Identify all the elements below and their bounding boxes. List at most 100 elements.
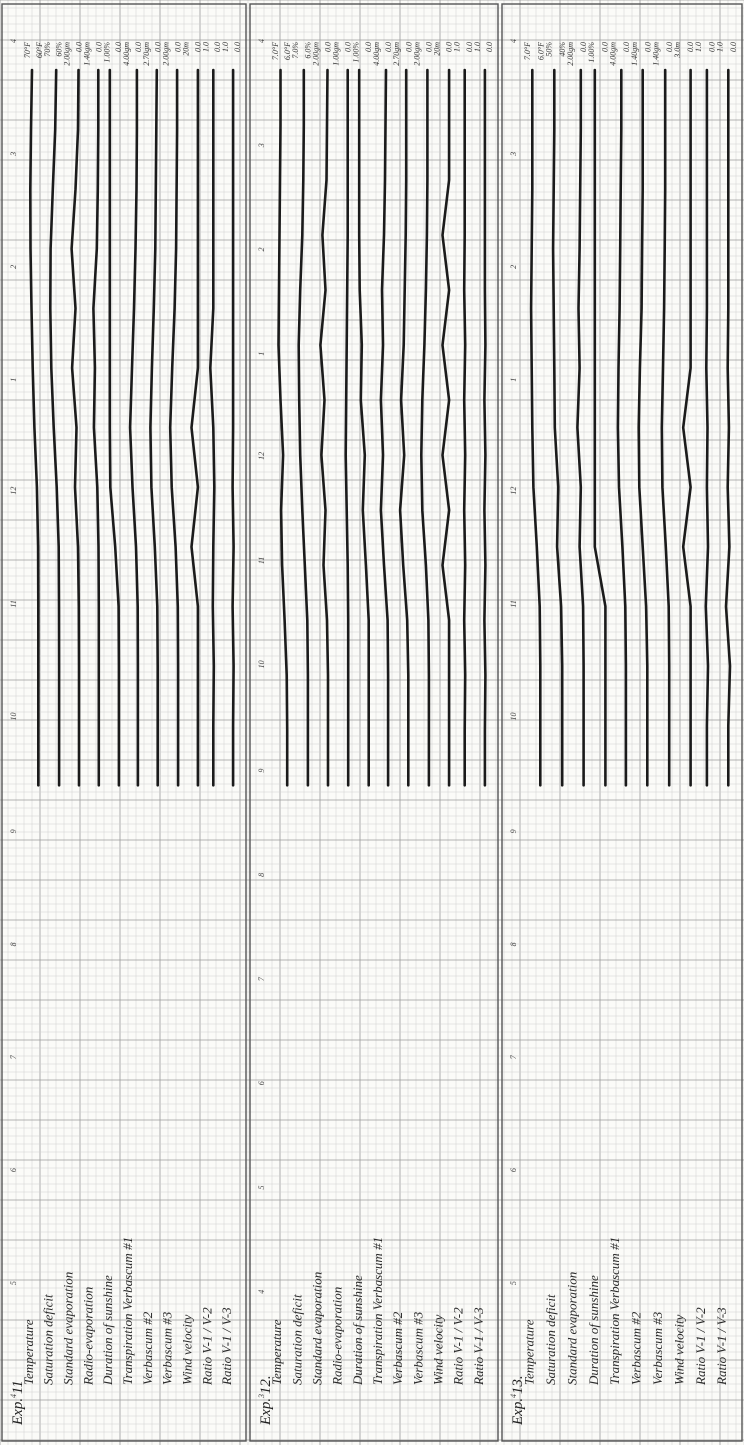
- time-tick-label: 5: [257, 1186, 266, 1190]
- time-tick-label: 12: [9, 487, 18, 495]
- series-label: Verbascum #2: [140, 1311, 155, 1385]
- time-tick-label: 10: [9, 713, 18, 721]
- series-label: Standard evaporation: [61, 1272, 76, 1385]
- time-tick-label: 11: [509, 600, 518, 607]
- time-tick-label: 3: [257, 1394, 266, 1399]
- time-tick-label: 2: [509, 265, 518, 269]
- series-trace: [398, 68, 410, 787]
- scale-bottom-label: 6.0°F: [283, 42, 292, 60]
- series-row: Radio-evaporation 1.00gm 0.0: [330, 42, 353, 1386]
- series-row: Verbascum #2 2.70gm 0.0: [140, 42, 163, 1385]
- scale-top-label: 2.00gm: [311, 42, 320, 66]
- time-tick-label: 4: [257, 1290, 266, 1294]
- time-tick-label: 6: [257, 1081, 266, 1085]
- scale-top-label: 50%: [544, 42, 553, 57]
- series-trace: [704, 68, 710, 787]
- scale-bottom-label: 0.0: [579, 42, 588, 52]
- scale-top-label: 1.0: [473, 42, 482, 52]
- time-tick-label: 5: [509, 1281, 518, 1285]
- scale-top-label: 1.0: [716, 42, 725, 52]
- time-tick-label: 12: [509, 487, 518, 495]
- time-tick-label: 9: [9, 829, 18, 833]
- series-trace: [637, 68, 649, 787]
- panel-exp-13: Exp. 13.4567891011121234Temperature7.0°F…: [501, 3, 743, 1442]
- time-tick-label: 4: [509, 1394, 518, 1398]
- scale-top-label: 4.00gm: [122, 42, 131, 66]
- time-tick-label: 6: [9, 1168, 18, 1172]
- scale-top-label: 1.40gm: [630, 42, 639, 66]
- series-row: Verbascum #3 2.00gm 0.0: [160, 42, 183, 1385]
- time-tick-label: 1: [9, 378, 18, 382]
- series-label: Ratio V-1 / V-2: [199, 1307, 214, 1386]
- time-tick-label: 6: [509, 1168, 518, 1172]
- scale-top-label: 70%: [43, 42, 52, 57]
- scale-top-label: 2.00gm: [162, 42, 171, 66]
- series-row: Saturation deficit 7.0% 6.0%: [289, 42, 312, 1385]
- time-tick-label: 10: [509, 713, 518, 721]
- series-trace: [420, 68, 431, 787]
- scale-top-label: 1.40gm: [651, 42, 660, 66]
- scale-bottom-label: 60°F: [35, 42, 44, 58]
- series-label: Temperature: [21, 1319, 36, 1385]
- scale-top-label: 20m: [432, 42, 441, 56]
- series-trace: [128, 68, 140, 787]
- series-row: Saturation deficit 50% 40%: [543, 42, 567, 1385]
- series-row: Wind velocity 3.0m 0.0: [671, 42, 695, 1385]
- panel-title: Exp. 13.: [510, 1375, 526, 1426]
- scale-top-label: 1.0: [453, 42, 462, 52]
- time-tick-label: 11: [9, 600, 18, 607]
- scale-bottom-label: 0.0: [643, 42, 652, 52]
- scale-bottom-label: 0.0: [154, 42, 163, 52]
- scale-bottom-label: 0.0: [485, 42, 494, 52]
- time-tick-label: 3: [509, 152, 518, 157]
- series-label: Transpiration Verbascum #1: [370, 1237, 385, 1385]
- scale-bottom-label: 0.0: [708, 42, 717, 52]
- time-tick-label: 2: [9, 265, 18, 269]
- series-trace: [319, 68, 330, 787]
- scale-bottom-label: 40%: [558, 42, 567, 57]
- series-trace: [168, 68, 180, 787]
- time-tick-label: 1: [509, 378, 518, 382]
- series-trace: [660, 68, 671, 787]
- series-trace: [344, 68, 350, 787]
- series-label: Temperature: [269, 1319, 284, 1385]
- series-row: Radio-evaporation 1.40gm 0.0: [80, 42, 103, 1386]
- time-tick-label: 7: [9, 1054, 18, 1059]
- time-tick-label: 4: [509, 39, 518, 43]
- panel-exp-12: Exp. 12.34567891011121234Temperature7.0°…: [249, 3, 499, 1442]
- series-trace: [616, 68, 628, 787]
- scale-top-label: 2.70gm: [392, 42, 401, 66]
- series-trace: [29, 68, 40, 787]
- series-label: Saturation deficit: [289, 1294, 304, 1385]
- scale-top-label: 2.70gm: [142, 42, 151, 66]
- scale-bottom-label: 0.0: [94, 42, 103, 52]
- series-trace: [441, 68, 451, 787]
- scale-bottom-label: 0.0: [233, 42, 242, 52]
- time-tick-label: 8: [9, 942, 18, 946]
- panel-title: Exp. 12.: [258, 1375, 274, 1426]
- series-label: Ratio V-1 / V-3: [714, 1307, 729, 1386]
- series-trace: [483, 68, 487, 787]
- scale-bottom-label: 0.0: [665, 42, 674, 52]
- scale-bottom-label: 0.0: [601, 42, 610, 52]
- scale-top-label: 1.00%: [102, 42, 111, 63]
- series-row: Ratio V-1 / V-31.0 0.0: [219, 42, 242, 1386]
- series-row: Verbascum #2 1.40gm 0.0: [629, 42, 653, 1385]
- series-label: Saturation deficit: [41, 1294, 56, 1385]
- series-label: Standard evaporation: [564, 1272, 579, 1385]
- time-tick-label: 11: [257, 557, 266, 564]
- series-label: Verbascum #2: [629, 1311, 644, 1385]
- time-tick-label: 1: [257, 352, 266, 356]
- scale-bottom-label: 0.0: [465, 42, 474, 52]
- series-trace: [529, 68, 542, 787]
- series-row: Ratio V-1 / V-31.0 0.0: [471, 42, 494, 1386]
- series-label: Wind velocity: [431, 1314, 446, 1385]
- series-row: Ratio V-1 / V-31.0 0.0: [714, 42, 738, 1386]
- series-trace: [190, 68, 200, 787]
- scale-bottom-label: 6.0°F: [536, 42, 545, 60]
